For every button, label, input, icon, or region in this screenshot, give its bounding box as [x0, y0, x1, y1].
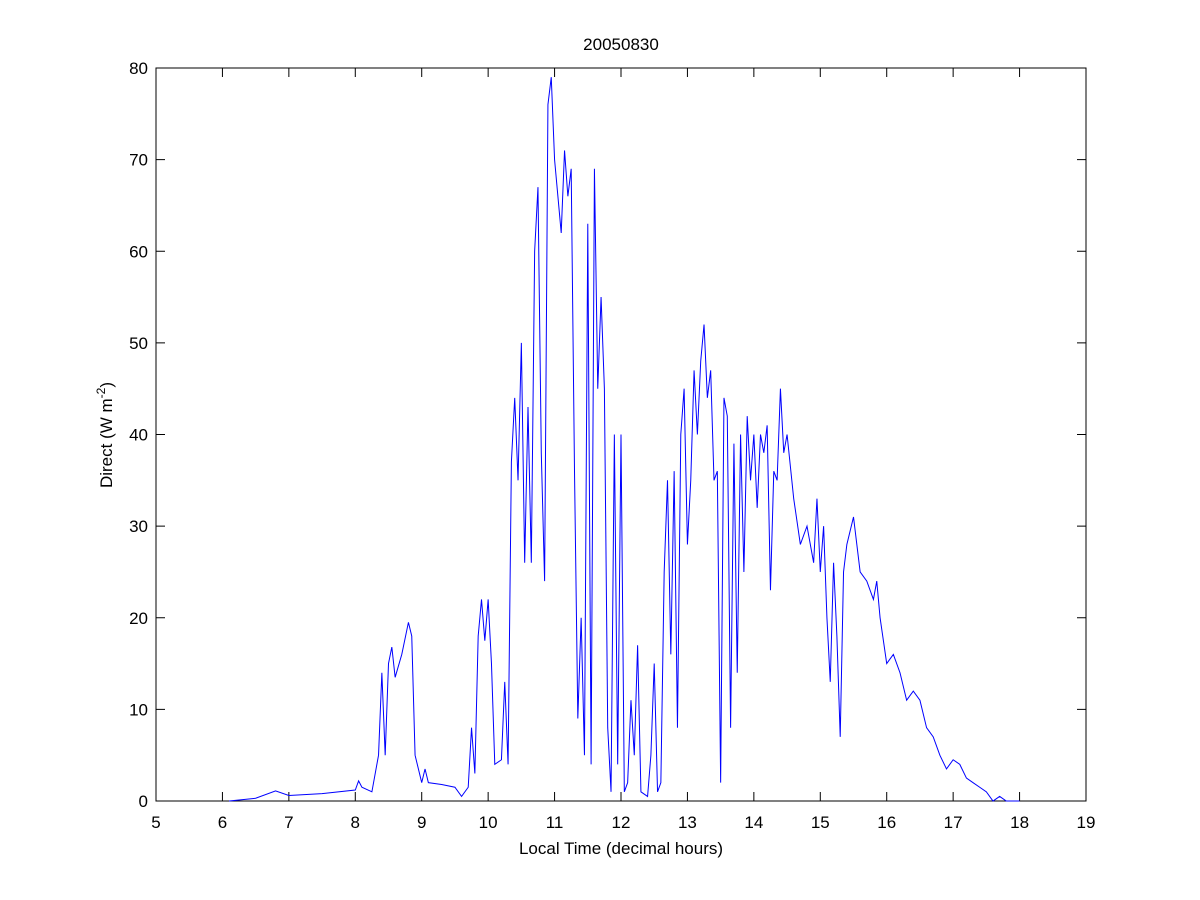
y-label-superscript: -2: [94, 387, 108, 398]
y-label-text: Direct (W m: [97, 398, 116, 488]
x-tick-label: 15: [811, 813, 830, 832]
x-axis-label: Local Time (decimal hours): [519, 839, 723, 858]
x-tick-label: 16: [877, 813, 896, 832]
x-tick-label: 17: [944, 813, 963, 832]
x-tick-label: 14: [744, 813, 763, 832]
y-tick-label: 80: [129, 59, 148, 78]
y-tick-label: 20: [129, 609, 148, 628]
y-axis-label: Direct (W m-2): [94, 382, 116, 488]
x-tick-label: 9: [417, 813, 426, 832]
x-tick-label: 13: [678, 813, 697, 832]
chart-title: 20050830: [583, 35, 659, 54]
y-tick-label: 60: [129, 242, 148, 261]
x-tick-label: 7: [284, 813, 293, 832]
x-tick-label: 18: [1010, 813, 1029, 832]
data-line: [229, 77, 1020, 802]
y-tick-label: 10: [129, 700, 148, 719]
y-label-suffix: ): [97, 382, 116, 388]
y-tick-label: 70: [129, 151, 148, 170]
y-tick-label: 30: [129, 517, 148, 536]
y-tick-label: 0: [139, 792, 148, 811]
x-tick-label: 6: [218, 813, 227, 832]
x-tick-label: 12: [612, 813, 631, 832]
y-tick-label: 50: [129, 334, 148, 353]
x-tick-label: 19: [1077, 813, 1096, 832]
y-tick-label: 40: [129, 426, 148, 445]
x-tick-label: 8: [351, 813, 360, 832]
x-tick-label: 5: [151, 813, 160, 832]
x-tick-label: 10: [479, 813, 498, 832]
x-tick-label: 11: [546, 813, 564, 832]
